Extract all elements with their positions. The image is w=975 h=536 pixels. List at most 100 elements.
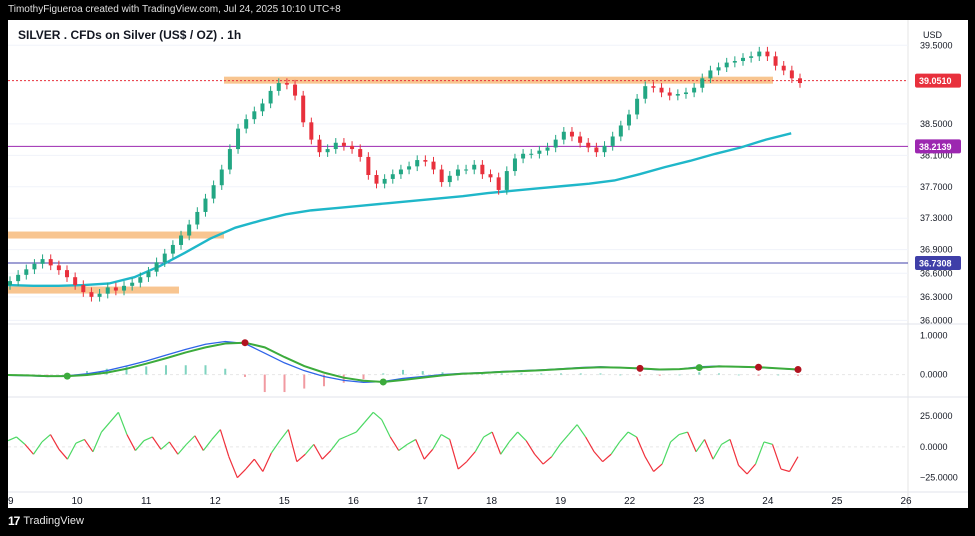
x-tick-label: 22 (624, 496, 636, 507)
x-tick-label: 9 (8, 496, 14, 507)
oscillator1-histogram-bar (441, 372, 444, 375)
price-marker-label: 36.7308 (919, 258, 952, 268)
oscillator2-segment (194, 435, 204, 451)
candle-body (16, 274, 21, 282)
candle-body (521, 153, 526, 159)
candle-body (724, 62, 729, 68)
candle-body (635, 98, 640, 115)
oscillator2-segment (695, 439, 706, 453)
candle-body (390, 174, 395, 179)
oscillator1-histogram-bar (698, 372, 701, 375)
tradingview-logo-icon: 17 (8, 514, 20, 528)
price-tick-label: 36.3000 (920, 292, 953, 302)
oscillator2-segment (389, 436, 400, 451)
oscillator2-segment (8, 436, 17, 442)
candle-body (162, 253, 167, 263)
oscillator2-segment (602, 453, 612, 463)
oscillator2-segment (202, 439, 213, 451)
candle-body (293, 84, 298, 96)
oscillator1-tick-label: 1.0000 (920, 331, 948, 341)
oscillator2-segment (653, 463, 663, 472)
oscillator2-segment (559, 434, 570, 445)
oscillator2-segment (160, 441, 170, 450)
candle-body (529, 153, 534, 155)
candle-body (146, 271, 151, 278)
price-marker-badge (915, 73, 961, 88)
candle-body (643, 86, 648, 99)
oscillator2-segment (134, 440, 145, 451)
oscillator2-tick-label: 25.0000 (920, 411, 953, 421)
oscillator1-histogram-bar (362, 374, 365, 380)
candle-body (170, 244, 175, 254)
candle-body (260, 103, 265, 112)
x-tick-label: 15 (279, 496, 291, 507)
candle-body (781, 65, 786, 71)
candle-body (700, 78, 705, 88)
oscillator2-segment (449, 439, 459, 470)
oscillator2-segment (551, 444, 561, 458)
oscillator2-segment (211, 429, 221, 440)
oscillator1-cross-dot (636, 364, 644, 372)
chart-panel[interactable]: SILVER . CFDs on Silver (US$ / OZ) . 1h U… (8, 20, 968, 508)
candle-body (97, 293, 102, 297)
x-tick-label: 18 (486, 496, 498, 507)
oscillator2-segment (500, 441, 510, 455)
candle-body (130, 282, 135, 286)
candle-body (195, 211, 200, 225)
chart-title: SILVER . CFDs on Silver (US$ / OZ) . 1h (18, 28, 241, 42)
oscillator1-histogram-bar (402, 369, 404, 375)
oscillator2-segment (440, 434, 451, 440)
oscillator2-segment (75, 438, 85, 444)
x-tick-label: 25 (831, 496, 843, 507)
candle-body (740, 57, 745, 62)
candle-body (236, 128, 241, 150)
candle-body (749, 56, 754, 58)
candle-body (374, 175, 379, 184)
price-tick-label: 36.0000 (920, 315, 953, 325)
oscillator2-segment (355, 421, 366, 433)
candle-body (358, 149, 363, 157)
oscillator1-histogram-bar (145, 366, 148, 375)
candle-body (89, 292, 94, 297)
oscillator2-segment (678, 431, 688, 436)
oscillator1-histogram-bar (323, 374, 325, 387)
candle-body (65, 270, 70, 278)
oscillator2-segment (117, 412, 128, 435)
candle-body (569, 131, 574, 137)
candle-body (504, 171, 509, 190)
oscillator1-histogram-bar (560, 373, 562, 375)
oscillator1-tick-label: 0.0000 (920, 370, 948, 380)
oscillator1-histogram-bar (599, 373, 602, 375)
chart-canvas[interactable]: SILVER . CFDs on Silver (US$ / OZ) . 1h U… (8, 20, 968, 508)
oscillator2-segment (245, 458, 255, 470)
oscillator2-segment (270, 440, 281, 454)
oscillator2-segment (58, 448, 68, 460)
oscillator2-segment (228, 456, 238, 478)
moving-average-line (8, 132, 792, 288)
candle-body (154, 262, 159, 272)
support-resistance-zone (8, 231, 224, 239)
candle-body (773, 56, 778, 66)
oscillator1-histogram-bar (718, 373, 720, 375)
oscillator2-segment (381, 419, 391, 438)
oscillator2-segment (542, 456, 553, 465)
oscillator2-segment (372, 411, 383, 421)
price-marker-badge (915, 139, 961, 154)
candle-body (382, 178, 387, 184)
candle-body (268, 90, 273, 104)
x-tick-label: 10 (72, 496, 84, 507)
oscillator2-segment (321, 450, 332, 460)
candle-body (651, 86, 656, 88)
candle-body (594, 147, 599, 153)
oscillator2-segment (219, 429, 230, 457)
candle-body (553, 139, 558, 148)
oscillator2-segment (483, 431, 493, 438)
oscillator2-segment (313, 444, 323, 460)
candle-body (341, 142, 346, 146)
oscillator1-histogram-bar (639, 374, 641, 376)
price-marker-label: 39.0510 (919, 76, 952, 86)
candle-body (537, 150, 542, 154)
oscillator2-segment (627, 431, 637, 438)
oscillator1-histogram-bar (797, 374, 799, 376)
